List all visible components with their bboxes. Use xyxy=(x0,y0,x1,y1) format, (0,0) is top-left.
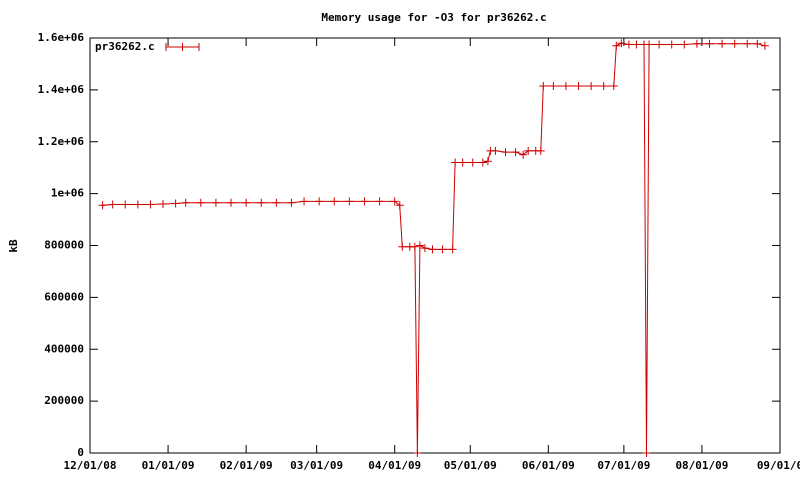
point-marker xyxy=(705,39,714,48)
point-marker xyxy=(667,40,676,49)
y-tick-label: 600000 xyxy=(44,290,84,303)
point-marker xyxy=(743,39,752,48)
y-tick-label: 1.4e+06 xyxy=(38,83,85,96)
point-marker xyxy=(438,245,447,254)
point-marker xyxy=(300,197,309,206)
point-marker xyxy=(468,158,477,167)
x-tick-label: 04/01/09 xyxy=(368,459,421,472)
x-tick-label: 03/01/09 xyxy=(290,459,343,472)
point-marker xyxy=(730,39,739,48)
x-tick-label: 07/01/09 xyxy=(597,459,650,472)
point-marker xyxy=(398,242,407,251)
point-marker xyxy=(133,200,142,209)
point-marker xyxy=(171,199,180,208)
point-marker xyxy=(146,200,155,209)
point-marker xyxy=(511,148,520,157)
point-marker xyxy=(519,150,528,159)
point-marker xyxy=(624,40,633,49)
x-tick-label: 09/01/0 xyxy=(757,459,800,472)
point-marker xyxy=(390,197,399,206)
y-tick-label: 0 xyxy=(77,446,84,459)
point-marker xyxy=(227,198,236,207)
point-marker xyxy=(483,157,492,166)
point-marker xyxy=(375,197,384,206)
point-marker xyxy=(121,200,130,209)
y-tick-label: 1.6e+06 xyxy=(38,31,85,44)
point-marker xyxy=(428,245,437,254)
point-marker xyxy=(108,200,117,209)
point-marker xyxy=(257,198,266,207)
point-marker xyxy=(612,41,621,50)
y-tick-label: 200000 xyxy=(44,394,84,407)
y-tick-label: 400000 xyxy=(44,342,84,355)
point-marker xyxy=(609,81,618,90)
point-marker xyxy=(410,242,419,251)
point-marker xyxy=(655,40,664,49)
point-marker xyxy=(536,146,545,155)
point-marker xyxy=(645,40,654,49)
point-marker xyxy=(330,197,339,206)
point-marker xyxy=(242,198,251,207)
y-axis-label: kB xyxy=(7,239,20,253)
point-marker xyxy=(315,197,324,206)
x-tick-label: 02/01/09 xyxy=(220,459,273,472)
point-marker xyxy=(760,41,769,50)
y-tick-label: 1e+06 xyxy=(51,187,84,200)
point-marker xyxy=(599,81,608,90)
point-marker xyxy=(680,40,689,49)
point-marker xyxy=(415,241,424,250)
point-marker xyxy=(617,39,626,48)
point-marker xyxy=(196,198,205,207)
x-tick-label: 08/01/09 xyxy=(675,459,728,472)
y-tick-label: 800000 xyxy=(44,239,84,252)
point-marker xyxy=(574,81,583,90)
point-marker xyxy=(692,39,701,48)
point-marker xyxy=(561,81,570,90)
point-marker xyxy=(211,198,220,207)
point-marker xyxy=(632,40,641,49)
point-marker xyxy=(501,148,510,157)
point-marker xyxy=(451,158,460,167)
legend-label: pr36262.c xyxy=(95,40,155,53)
point-marker xyxy=(272,198,281,207)
point-marker xyxy=(718,39,727,48)
x-tick-label: 12/01/08 xyxy=(64,459,117,472)
point-marker xyxy=(524,146,533,155)
point-marker xyxy=(448,245,457,254)
point-marker xyxy=(159,200,168,208)
point-marker xyxy=(181,198,190,207)
x-tick-label: 01/01/09 xyxy=(142,459,195,472)
point-marker xyxy=(345,197,354,206)
point-marker xyxy=(287,198,296,207)
point-marker xyxy=(478,158,487,167)
point-marker xyxy=(642,449,651,457)
point-marker xyxy=(98,201,107,210)
y-tick-label: 1.2e+06 xyxy=(38,135,85,148)
x-tick-label: 05/01/09 xyxy=(444,459,497,472)
point-marker xyxy=(491,146,500,155)
point-marker xyxy=(539,81,548,90)
point-marker xyxy=(587,81,596,90)
point-marker xyxy=(458,158,467,167)
point-marker xyxy=(549,81,558,90)
point-marker xyxy=(360,197,369,206)
point-marker xyxy=(413,449,422,457)
legend-swatch xyxy=(165,43,200,51)
point-marker xyxy=(420,244,429,253)
x-tick-label: 06/01/09 xyxy=(522,459,575,472)
point-marker xyxy=(753,39,762,48)
chart-title: Memory usage for -O3 for pr36262.c xyxy=(321,11,546,24)
point-marker xyxy=(395,201,404,210)
